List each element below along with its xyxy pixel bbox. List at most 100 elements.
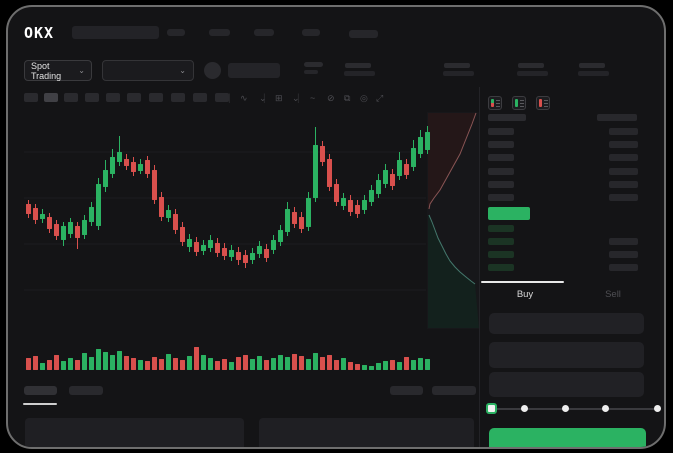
nav-item-placeholder[interactable] bbox=[167, 29, 185, 36]
indicators-dropdown-icon[interactable]: ⌄ bbox=[292, 93, 300, 103]
line-tool-icon[interactable]: ~ bbox=[310, 93, 316, 103]
tab-sell[interactable]: Sell bbox=[569, 285, 657, 303]
ticker-stat-label bbox=[345, 63, 371, 68]
bottom-tab-open-orders[interactable] bbox=[24, 386, 57, 395]
chart-style-dropdown-icon[interactable]: ⌄ bbox=[259, 93, 267, 103]
slider-stop-dot[interactable] bbox=[602, 405, 610, 412]
slider-stop-dot[interactable] bbox=[520, 405, 528, 412]
amount-input[interactable] bbox=[489, 342, 644, 368]
bottom-tab-indicator bbox=[23, 403, 57, 405]
indicators-icon[interactable]: ⊞ bbox=[275, 93, 283, 103]
nav-item-placeholder[interactable] bbox=[302, 29, 320, 36]
ask-price-bar bbox=[488, 154, 514, 161]
bid-row[interactable] bbox=[486, 262, 646, 273]
ask-price-bar bbox=[488, 128, 514, 135]
interval-button[interactable] bbox=[171, 93, 185, 102]
candlestick-chart bbox=[24, 112, 480, 370]
panel-divider bbox=[479, 87, 480, 447]
interval-button[interactable] bbox=[127, 93, 141, 102]
combined-book-icon[interactable] bbox=[488, 96, 502, 110]
coin-icon bbox=[204, 62, 221, 79]
amount-slider[interactable] bbox=[486, 403, 661, 415]
ticker-stat-value bbox=[578, 71, 609, 76]
chevron-down-icon: ⌄ bbox=[179, 65, 186, 75]
tab-buy[interactable]: Buy bbox=[481, 285, 569, 303]
slider-stop-dot[interactable] bbox=[562, 405, 570, 412]
ticker-stat-label bbox=[444, 63, 470, 68]
bid-price-bar bbox=[488, 264, 514, 271]
ask-amount-bar bbox=[609, 181, 638, 188]
ticker-stat-value bbox=[344, 71, 375, 76]
nav-item-placeholder[interactable] bbox=[254, 29, 274, 36]
interval-button[interactable] bbox=[193, 93, 207, 102]
screenshot-icon[interactable]: ⧉ bbox=[344, 93, 351, 103]
toolbar-separator: | bbox=[263, 93, 266, 104]
chart-canvas[interactable] bbox=[22, 112, 434, 382]
chevron-down-icon: ⌄ bbox=[78, 65, 85, 75]
ask-row[interactable] bbox=[486, 152, 646, 163]
buy-tab-indicator bbox=[481, 281, 564, 283]
nav-search-placeholder[interactable] bbox=[72, 26, 159, 39]
ask-row[interactable] bbox=[486, 139, 646, 150]
toolbar-separator: | bbox=[297, 93, 300, 104]
ask-amount-bar bbox=[609, 141, 638, 148]
pair-selector[interactable]: ⌄ bbox=[102, 60, 194, 81]
orderbook-header-amount bbox=[597, 114, 637, 121]
orderbook-header-price bbox=[488, 114, 526, 121]
market-type-label: Spot Trading bbox=[31, 60, 62, 81]
bid-row[interactable] bbox=[486, 236, 646, 247]
ask-row[interactable] bbox=[486, 192, 646, 203]
nav-item-placeholder[interactable] bbox=[209, 29, 230, 36]
okx-logo[interactable]: OKX bbox=[24, 24, 55, 42]
toolbar-separator: | bbox=[228, 93, 231, 104]
buy-submit-button[interactable] bbox=[489, 428, 646, 447]
ask-amount-bar bbox=[609, 194, 638, 201]
slider-track[interactable] bbox=[491, 408, 657, 410]
sell-tab-label: Sell bbox=[605, 288, 621, 300]
interval-button[interactable] bbox=[149, 93, 163, 102]
bottom-filter-placeholder[interactable] bbox=[432, 386, 476, 395]
sell-book-icon[interactable] bbox=[536, 96, 550, 110]
ticker-stat-label bbox=[579, 63, 605, 68]
interval-button[interactable] bbox=[24, 93, 38, 102]
interval-button[interactable] bbox=[44, 93, 58, 102]
interval-button[interactable] bbox=[215, 93, 229, 102]
interval-button[interactable] bbox=[64, 93, 78, 102]
buy-book-icon[interactable] bbox=[512, 96, 526, 110]
ask-row[interactable] bbox=[486, 126, 646, 137]
bid-price-bar bbox=[488, 251, 514, 258]
bid-price-bar bbox=[488, 225, 514, 232]
eraser-icon[interactable]: ⊘ bbox=[327, 93, 335, 103]
bid-amount-bar bbox=[609, 264, 638, 271]
ticker-stat-value bbox=[517, 71, 548, 76]
interval-button[interactable] bbox=[85, 93, 99, 102]
nav-item-placeholder[interactable] bbox=[349, 30, 378, 38]
market-type-selector[interactable]: Spot Trading ⌄ bbox=[24, 60, 92, 81]
pair-name-placeholder bbox=[228, 63, 280, 78]
fullscreen-icon[interactable]: ⤢ bbox=[376, 93, 384, 103]
bid-amount-bar bbox=[609, 251, 638, 258]
slider-stop-dot[interactable] bbox=[653, 405, 661, 412]
total-input[interactable] bbox=[489, 372, 644, 397]
interval-button[interactable] bbox=[106, 93, 120, 102]
bottom-filter-placeholder[interactable] bbox=[390, 386, 423, 395]
ask-row[interactable] bbox=[486, 166, 646, 177]
ask-row[interactable] bbox=[486, 179, 646, 190]
history-table-placeholder bbox=[259, 418, 474, 447]
bid-row[interactable] bbox=[486, 249, 646, 260]
slider-handle[interactable] bbox=[486, 403, 497, 414]
last-price-placeholder bbox=[304, 62, 323, 67]
bottom-tab-order-history[interactable] bbox=[69, 386, 103, 395]
bid-price-bar bbox=[488, 238, 514, 245]
settings-icon[interactable]: ◎ bbox=[360, 93, 368, 103]
ask-price-bar bbox=[488, 181, 514, 188]
price-change-placeholder bbox=[304, 70, 318, 74]
chart-style-icon[interactable]: ∿ bbox=[240, 93, 248, 103]
ask-price-bar bbox=[488, 141, 514, 148]
bid-amount-bar bbox=[609, 238, 638, 245]
ticker-stat-label bbox=[518, 63, 544, 68]
bid-row[interactable] bbox=[486, 223, 646, 234]
last-price-bar[interactable] bbox=[488, 207, 530, 220]
ask-amount-bar bbox=[609, 168, 638, 175]
price-input[interactable] bbox=[489, 313, 644, 334]
